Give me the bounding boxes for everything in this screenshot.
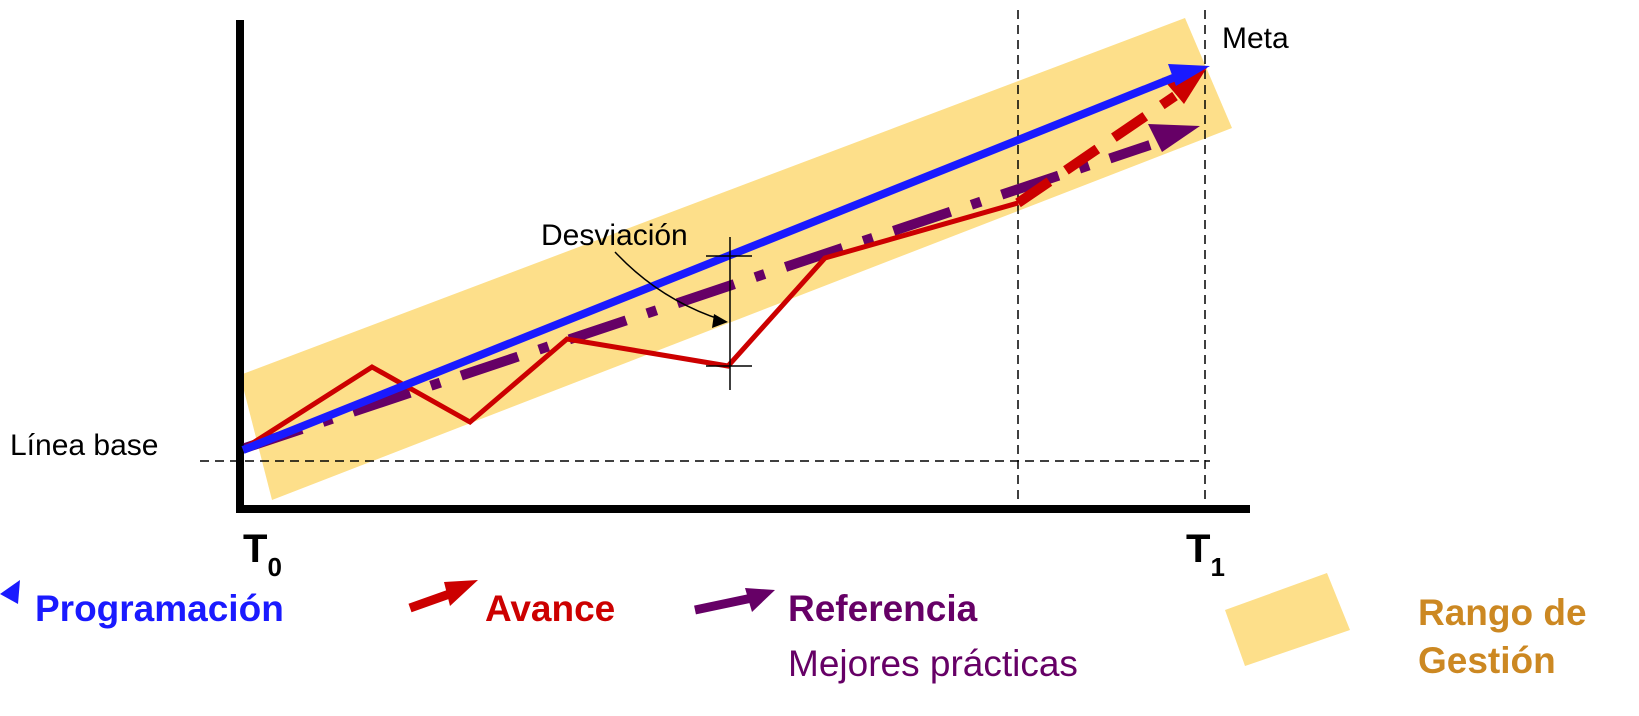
- rango-legend-swatch: [1225, 573, 1350, 666]
- linea-base-label: Línea base: [10, 429, 159, 462]
- t1-main: T: [1186, 527, 1211, 571]
- desviacion-label: Desviación: [541, 219, 688, 252]
- programacion-line: [241, 72, 1180, 454]
- avance-line: [243, 200, 1019, 451]
- t1-label: T1: [1186, 527, 1225, 583]
- t0-label: T0: [243, 527, 282, 583]
- management-range-band: [240, 18, 1232, 500]
- meta-label: Meta: [1222, 22, 1289, 55]
- deviation-callout-curve: [614, 251, 723, 321]
- programacion-arrowhead: [1168, 64, 1210, 86]
- referencia-legend-label: Referencia: [788, 588, 978, 629]
- avance-legend-icon: [444, 580, 478, 606]
- referencia-legend-icon-shaft: [694, 593, 753, 615]
- referencia-line: [243, 140, 1152, 453]
- avance-legend-label: Avance: [485, 588, 616, 629]
- referencia-legend-sublabel: Mejores prácticas: [788, 643, 1078, 684]
- t0-main: T: [243, 527, 268, 571]
- t0-subscript: 0: [267, 552, 282, 582]
- avance-dashed-projection: [1015, 91, 1178, 208]
- programacion-legend-icon: [0, 580, 20, 604]
- deviation-callout-arrowhead: [712, 314, 728, 328]
- referencia-arrowhead: [1148, 124, 1200, 152]
- referencia-legend-icon: [745, 588, 775, 612]
- programacion-legend-label: Programación: [35, 588, 284, 629]
- t1-subscript: 1: [1210, 552, 1225, 582]
- rango-legend-label-line2: Gestión: [1418, 640, 1556, 681]
- rango-legend-label-line1: Rango de: [1418, 592, 1587, 633]
